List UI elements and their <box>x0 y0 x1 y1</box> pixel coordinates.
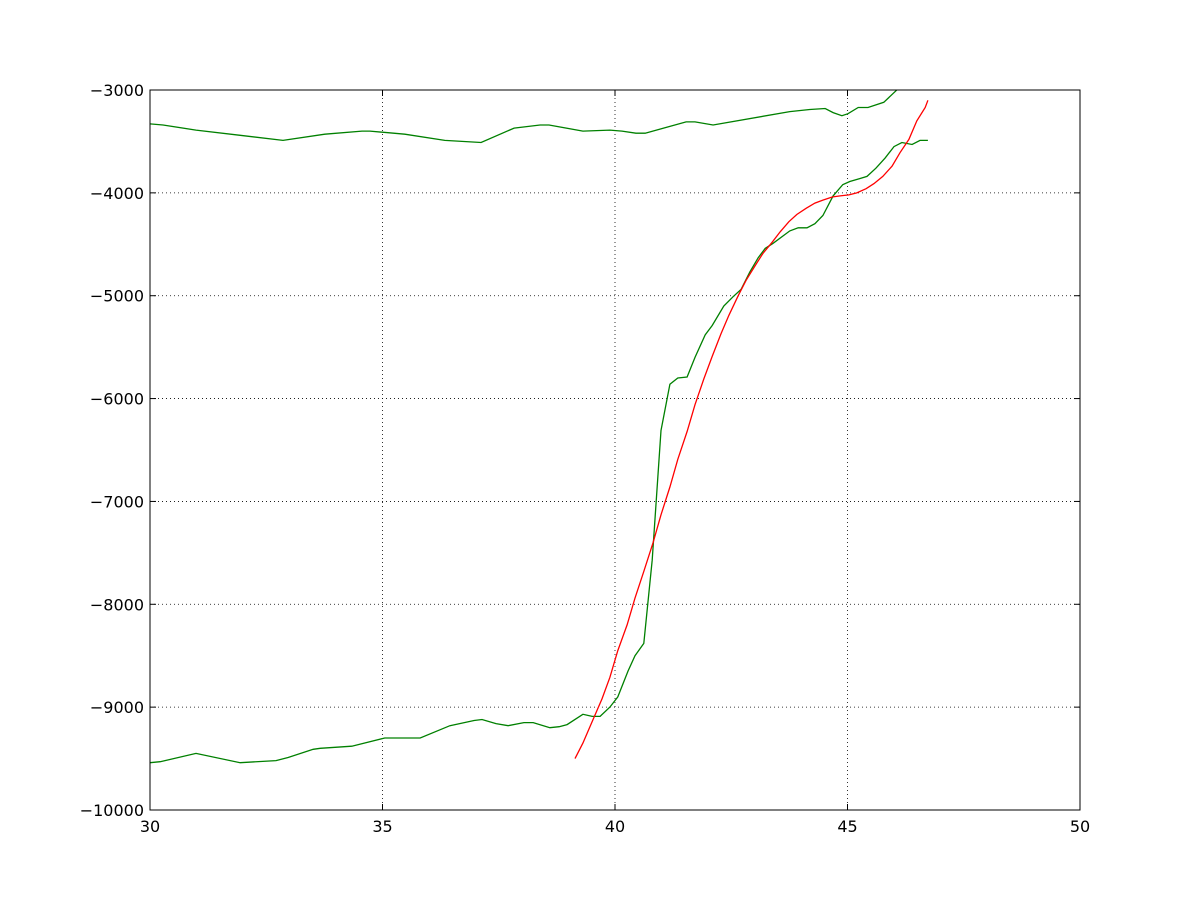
x-tick-label: 30 <box>140 817 160 836</box>
series-group <box>150 90 929 764</box>
y-tick-label: −10000 <box>80 801 144 820</box>
series-line-3 <box>574 100 929 759</box>
y-tick-label: −6000 <box>90 390 144 409</box>
y-tick-label: −5000 <box>90 287 144 306</box>
x-tick-label: 45 <box>837 817 857 836</box>
x-tick-label: 40 <box>605 817 625 836</box>
y-tick-label: −4000 <box>90 184 144 203</box>
y-tick-label: −9000 <box>90 698 144 717</box>
y-tick-label: −7000 <box>90 492 144 511</box>
x-tick-label: 35 <box>372 817 392 836</box>
series-line-1 <box>150 90 898 144</box>
x-tick-label: 50 <box>1070 817 1090 836</box>
y-tick-label: −3000 <box>90 81 144 100</box>
ticks: 30 35 40 45 50 −10000 −9000 −8000 −7000 −6000 −500… <box>80 81 1090 836</box>
y-tick-label: −8000 <box>90 595 144 614</box>
series-line-2 <box>150 139 928 764</box>
grid <box>149 89 1081 811</box>
